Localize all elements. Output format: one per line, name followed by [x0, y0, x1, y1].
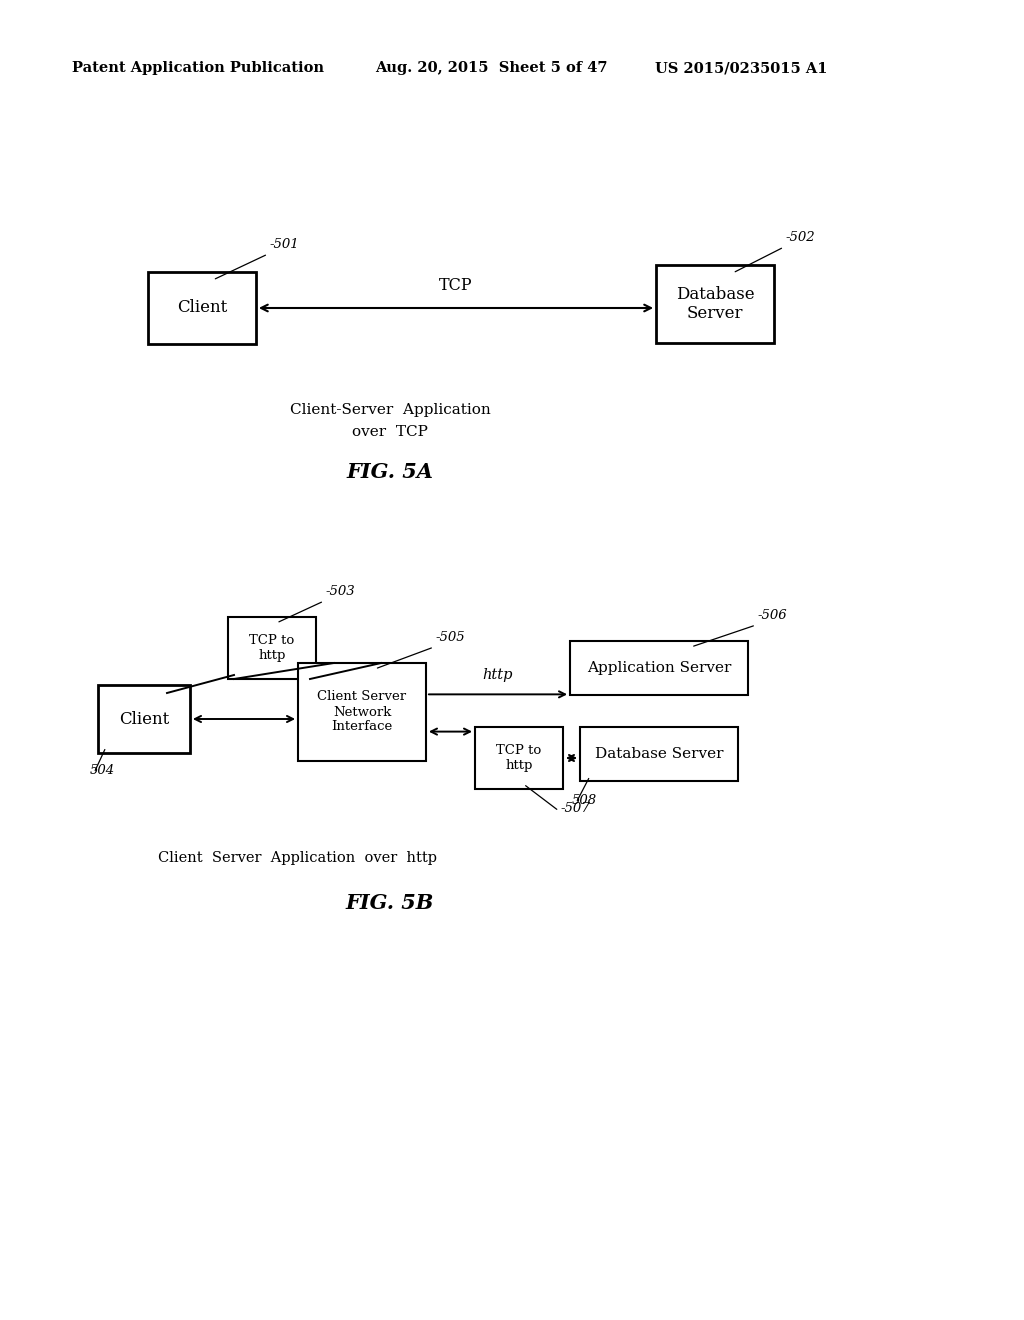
Bar	[475, 727, 563, 789]
Text: Aug. 20, 2015  Sheet 5 of 47: Aug. 20, 2015 Sheet 5 of 47	[375, 61, 607, 75]
Bar	[98, 685, 190, 752]
Text: -505: -505	[436, 631, 466, 644]
Text: TCP to
http: TCP to http	[497, 744, 542, 772]
Text: TCP to
http: TCP to http	[250, 634, 295, 663]
Text: FIG. 5B: FIG. 5B	[346, 894, 434, 913]
Bar	[570, 642, 748, 696]
Text: -501: -501	[270, 238, 300, 251]
Text: 504: 504	[90, 764, 115, 777]
Text: 508: 508	[572, 795, 597, 807]
Bar	[228, 616, 316, 678]
Text: US 2015/0235015 A1: US 2015/0235015 A1	[655, 61, 827, 75]
Bar	[148, 272, 256, 345]
Text: -506: -506	[758, 609, 787, 622]
Text: Client: Client	[119, 710, 169, 727]
Text: FIG. 5A: FIG. 5A	[346, 462, 433, 482]
Text: Database Server: Database Server	[595, 747, 723, 762]
Text: Client: Client	[177, 300, 227, 317]
Text: Database
Server: Database Server	[676, 285, 755, 322]
Text: Client Server
Network
Interface: Client Server Network Interface	[317, 690, 407, 734]
Text: -507: -507	[561, 803, 591, 814]
Text: -502: -502	[786, 231, 816, 244]
Bar	[656, 265, 774, 343]
Text: over  TCP: over TCP	[352, 425, 428, 440]
Text: Application Server: Application Server	[587, 661, 731, 675]
Bar	[298, 663, 426, 762]
Bar	[580, 727, 738, 781]
Text: -503: -503	[326, 585, 355, 598]
Text: http: http	[482, 668, 513, 682]
Text: Client-Server  Application: Client-Server Application	[290, 403, 490, 417]
Text: TCP: TCP	[439, 277, 473, 294]
Text: Client  Server  Application  over  http: Client Server Application over http	[159, 851, 437, 865]
Text: Patent Application Publication: Patent Application Publication	[72, 61, 324, 75]
